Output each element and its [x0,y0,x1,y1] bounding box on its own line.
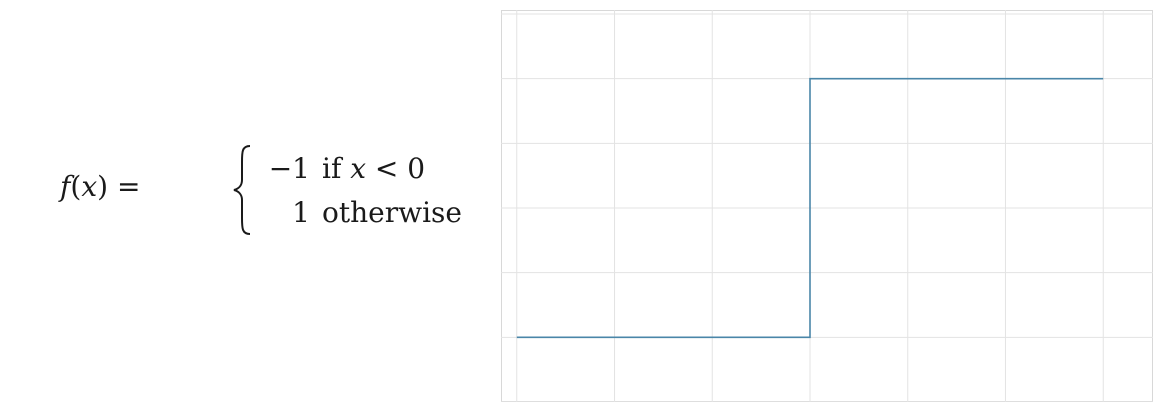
case-condition: otherwise [322,196,462,229]
case-negative: −1 if x < 0 [258,152,425,185]
function-name: f [60,170,71,203]
function-argument: x [81,170,98,203]
equals-sign: = [116,170,141,203]
chart-border [501,10,1153,402]
case-value: 1 [292,196,310,229]
piecewise-formula: f(x) = −1 if x < 0 1 otherwise [60,140,462,240]
formula-lhs: f(x) = [60,170,141,203]
step-function-line [516,77,1104,339]
left-brace-icon [233,145,251,235]
chart-grid [501,10,1153,402]
chart-series [516,77,1104,339]
case-otherwise: 1 otherwise [258,196,462,229]
case-condition: if x < 0 [322,152,426,185]
step-function-chart [501,10,1153,402]
case-value: −1 [268,152,310,185]
